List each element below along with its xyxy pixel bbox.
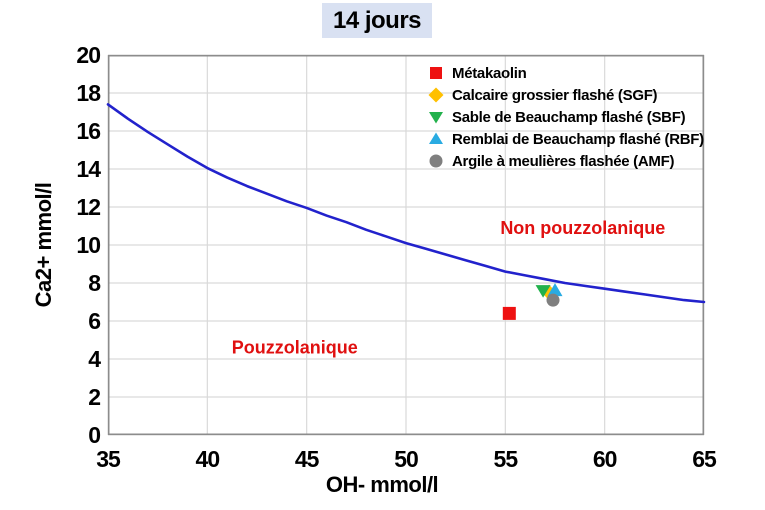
y-tick-label: 10 xyxy=(76,232,101,258)
legend-label: Argile à meulières flashée (AMF) xyxy=(452,152,675,170)
y-tick-label: 20 xyxy=(76,42,101,68)
y-tick-label: 4 xyxy=(88,346,101,372)
x-tick-label: 35 xyxy=(96,446,121,472)
legend-marker-square-icon xyxy=(430,67,442,79)
marker-triangle-up xyxy=(547,283,563,297)
y-tick-label: 12 xyxy=(76,194,101,220)
x-tick-label: 45 xyxy=(294,446,320,472)
legend-label: Sable de Beauchamp flashé (SBF) xyxy=(452,108,686,126)
y-tick-label: 2 xyxy=(88,384,101,410)
legend-label: Métakaolin xyxy=(452,64,527,82)
legend-marker xyxy=(428,131,444,147)
legend-item: Métakaolin xyxy=(428,62,704,84)
legend-marker-triangle-down-icon xyxy=(429,112,443,124)
legend-marker-triangle-up-icon xyxy=(429,132,443,144)
legend-label: Calcaire grossier flashé (SGF) xyxy=(452,86,658,104)
marker-square xyxy=(502,306,516,320)
legend-item: Sable de Beauchamp flashé (SBF) xyxy=(428,106,704,128)
y-tick-label: 16 xyxy=(76,118,101,144)
chart-title: 14 jours xyxy=(322,3,432,38)
x-axis-title: OH- mmol/l xyxy=(325,472,439,497)
legend-label: Remblai de Beauchamp flashé (RBF) xyxy=(452,130,704,148)
region-annotation: Non pouzzolanique xyxy=(500,218,665,238)
plot-border xyxy=(108,55,704,435)
legend-item: Argile à meulières flashée (AMF) xyxy=(428,150,704,172)
y-tick-label: 0 xyxy=(88,422,101,448)
legend-marker xyxy=(428,65,444,81)
x-tick-label: 50 xyxy=(394,446,419,472)
x-tick-label: 60 xyxy=(592,446,618,472)
legend-marker-circle-icon xyxy=(429,154,443,168)
legend-item: Remblai de Beauchamp flashé (RBF) xyxy=(428,128,704,150)
boundary-curve xyxy=(106,103,706,304)
legend-marker xyxy=(428,87,444,103)
marker-circle xyxy=(546,293,560,307)
plot-area: Non pouzzolanique Pouzzolanique xyxy=(106,54,706,436)
y-tick-label: 8 xyxy=(88,270,101,296)
legend-marker-diamond-icon xyxy=(428,87,444,103)
x-tick-label: 40 xyxy=(195,446,221,472)
y-tick-label: 6 xyxy=(88,308,101,334)
marker-triangle-down xyxy=(535,285,551,298)
legend-marker xyxy=(428,153,444,169)
x-tick-label: 55 xyxy=(493,446,519,472)
x-tick-label: 65 xyxy=(692,446,717,472)
y-tick-label: 18 xyxy=(76,80,101,106)
region-annotation: Pouzzolanique xyxy=(232,338,358,358)
legend: Métakaolin Calcaire grossier flashé (SGF)… xyxy=(428,62,704,172)
y-tick-label: 14 xyxy=(76,156,101,182)
legend-marker xyxy=(428,109,444,125)
legend-item: Calcaire grossier flashé (SGF) xyxy=(428,84,704,106)
